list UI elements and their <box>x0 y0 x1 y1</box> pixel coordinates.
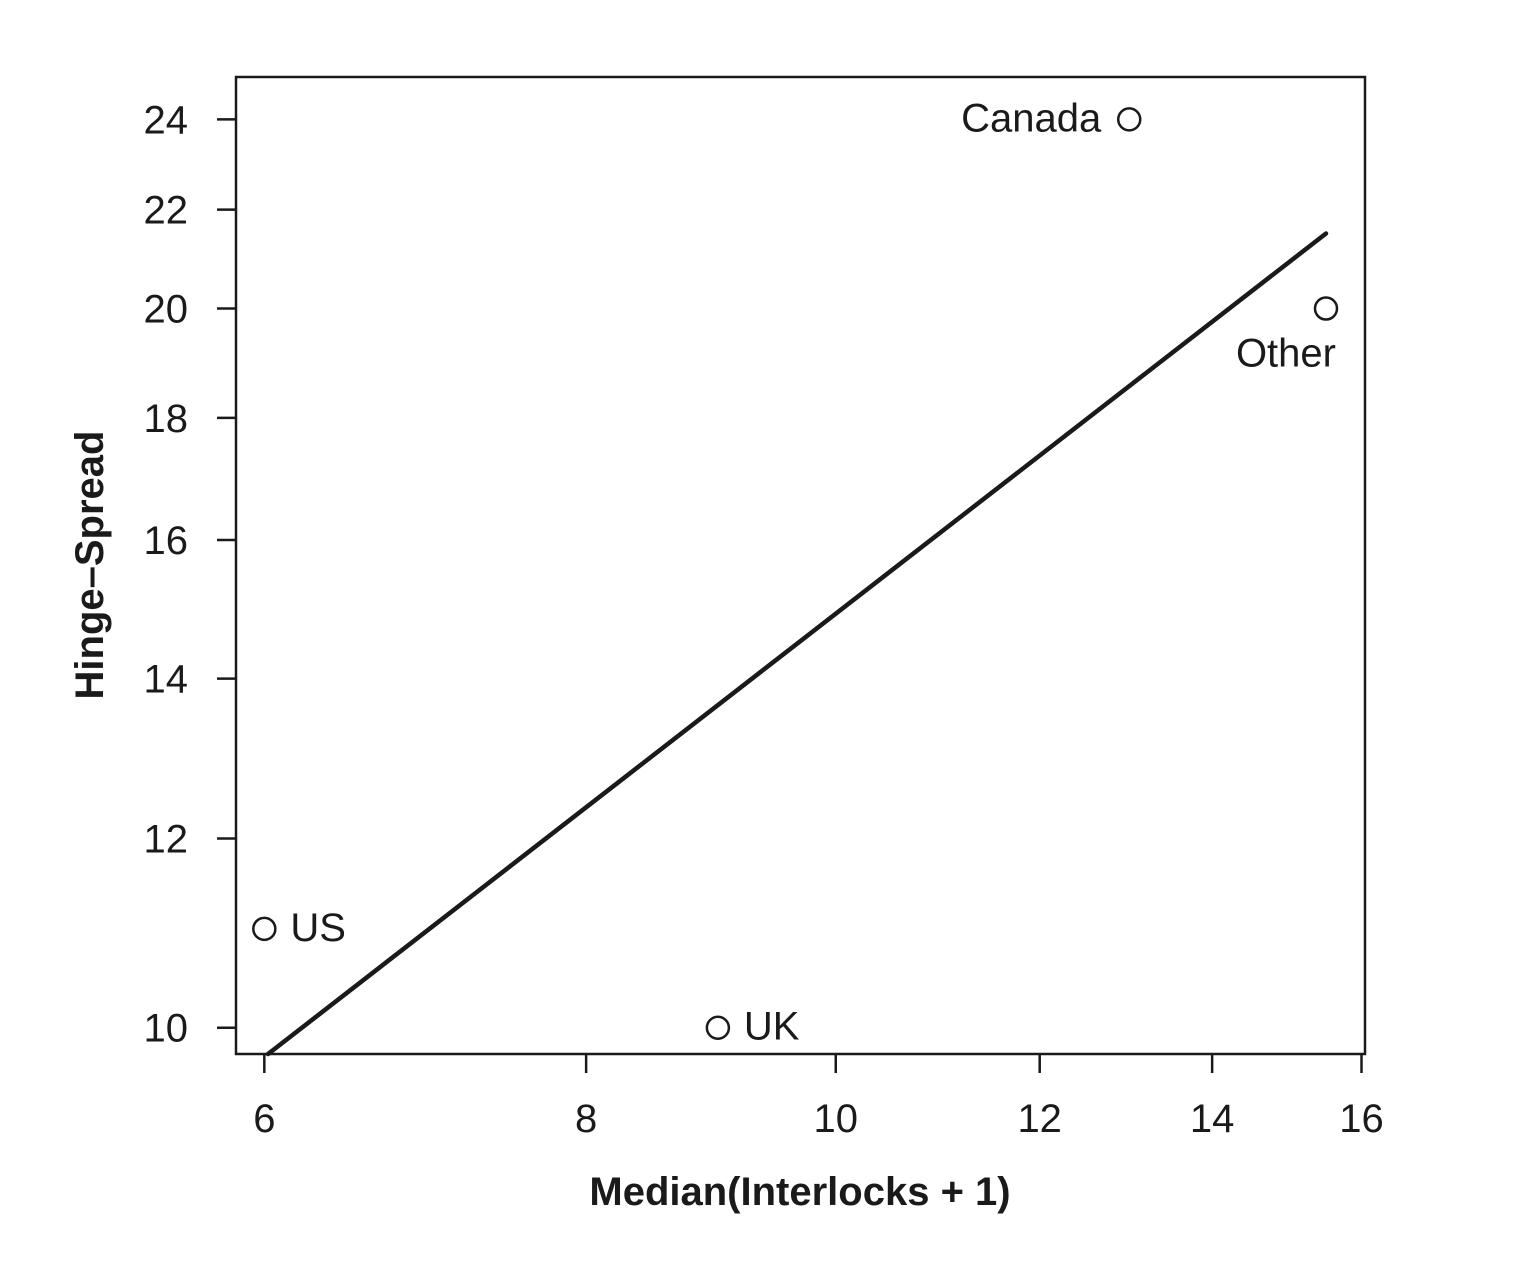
x-tick-label: 10 <box>813 1097 858 1141</box>
y-tick-label: 22 <box>144 189 189 233</box>
y-tick-label: 20 <box>144 288 189 332</box>
y-tick-label: 18 <box>144 397 189 441</box>
point-label: Canada <box>961 96 1102 140</box>
y-tick-label: 16 <box>144 519 189 563</box>
y-tick-label: 10 <box>144 1007 189 1051</box>
point-label: Other <box>1236 332 1336 376</box>
point-label: US <box>290 906 346 950</box>
fit-line-group <box>265 231 1329 1057</box>
fit-line <box>265 231 1329 1057</box>
point-label: UK <box>744 1005 800 1049</box>
data-point <box>1313 296 1339 321</box>
data-point <box>705 1015 731 1040</box>
x-tick-label: 14 <box>1190 1097 1235 1141</box>
x-axis-title: Median(Interlocks + 1) <box>589 1170 1010 1214</box>
x-tick-label: 8 <box>575 1097 597 1141</box>
plot-frame <box>234 75 1367 1056</box>
y-axis-title: Hinge–Spread <box>68 431 112 700</box>
y-tick-label: 14 <box>144 658 189 702</box>
data-point <box>1116 107 1142 132</box>
y-axis: 10 12 14 16 18 20 22 24 <box>144 98 236 1051</box>
y-tick-label: 24 <box>144 98 189 142</box>
x-axis: 6 8 10 12 14 16 <box>253 1054 1384 1141</box>
y-tick-label: 12 <box>144 818 189 862</box>
data-points: US UK Canada Other <box>252 96 1339 1049</box>
x-tick-label: 6 <box>253 1097 275 1141</box>
data-point <box>252 916 277 942</box>
x-tick-label: 16 <box>1339 1097 1384 1141</box>
x-tick-label: 12 <box>1017 1097 1062 1141</box>
